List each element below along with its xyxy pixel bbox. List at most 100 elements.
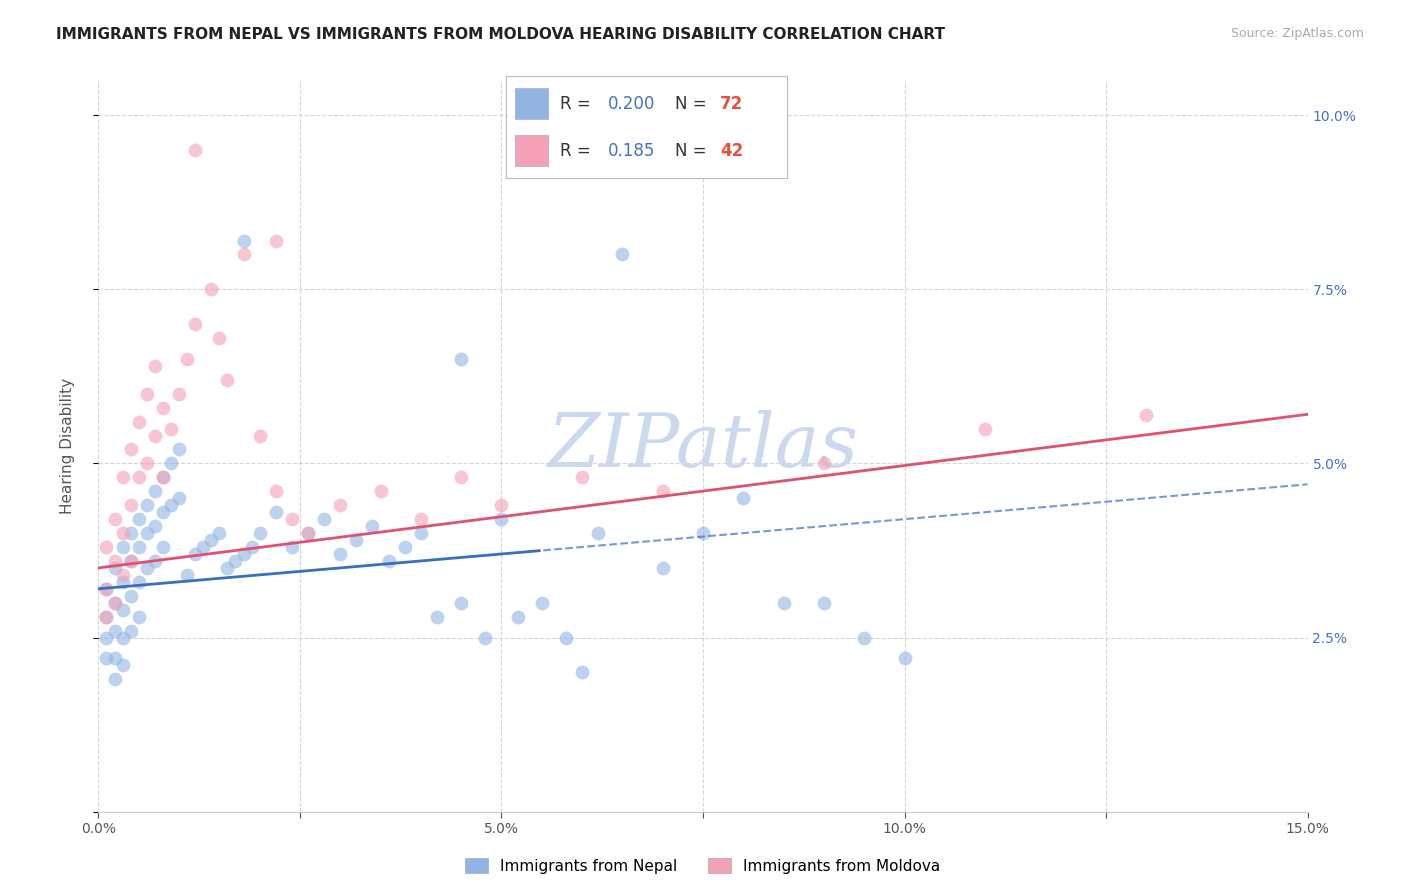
Text: 42: 42 (720, 142, 744, 160)
Point (96, 582, 118, 596)
Point (217, 561, 239, 575)
Point (135, 386, 157, 401)
Point (232, 234, 254, 248)
Point (329, 547, 352, 561)
Point (103, 554, 125, 568)
Point (344, 533, 367, 547)
Point (111, 470, 134, 484)
Point (297, 526, 319, 541)
Point (281, 540, 304, 554)
Point (128, 415, 150, 429)
Point (103, 673, 125, 687)
Point (893, 651, 915, 665)
Point (111, 603, 134, 617)
Point (120, 442, 142, 457)
Point (240, 540, 263, 554)
Point (111, 631, 134, 645)
Point (167, 491, 190, 506)
Point (377, 554, 399, 568)
Point (612, 247, 634, 261)
Point (111, 658, 134, 673)
Bar (515, 88, 548, 119)
Point (491, 498, 513, 512)
Point (314, 512, 336, 526)
Point (120, 624, 142, 638)
Point (184, 317, 207, 331)
Point (208, 331, 231, 345)
Point (135, 526, 157, 541)
Point (96, 582, 118, 596)
Point (506, 609, 529, 624)
Point (160, 421, 183, 435)
Point (450, 596, 472, 610)
Point (193, 540, 215, 554)
Point (361, 519, 384, 533)
Point (96, 651, 118, 665)
Point (96, 631, 118, 645)
Point (264, 234, 287, 248)
Point (96, 609, 118, 624)
Point (409, 512, 432, 526)
Point (530, 596, 553, 610)
Point (152, 470, 174, 484)
Point (813, 457, 835, 471)
Point (264, 484, 287, 499)
Point (281, 512, 304, 526)
Point (409, 526, 432, 541)
Point (586, 526, 609, 541)
Point (249, 526, 271, 541)
Point (1135, 408, 1157, 422)
Point (974, 421, 997, 435)
Point (232, 547, 254, 561)
Point (111, 574, 134, 589)
Point (450, 351, 472, 366)
Point (135, 561, 157, 575)
Point (813, 596, 835, 610)
Text: 0.185: 0.185 (607, 142, 655, 160)
Point (96, 540, 118, 554)
Point (176, 567, 198, 582)
Point (128, 540, 150, 554)
Point (111, 540, 134, 554)
Point (370, 484, 392, 499)
Point (167, 386, 190, 401)
Point (103, 624, 125, 638)
Point (232, 247, 254, 261)
Point (249, 428, 271, 442)
Text: Source: ZipAtlas.com: Source: ZipAtlas.com (1230, 27, 1364, 40)
Point (200, 282, 222, 296)
Point (103, 596, 125, 610)
Point (224, 554, 246, 568)
Point (152, 470, 174, 484)
Point (152, 401, 174, 415)
Text: ZIPatlas: ZIPatlas (547, 409, 859, 483)
Text: R =: R = (560, 142, 596, 160)
Point (208, 526, 231, 541)
Text: N =: N = (675, 142, 711, 160)
Point (128, 470, 150, 484)
Point (111, 567, 134, 582)
Point (571, 470, 593, 484)
Point (143, 428, 166, 442)
Bar (515, 136, 548, 166)
Point (692, 526, 714, 541)
Point (152, 505, 174, 519)
Point (128, 609, 150, 624)
Point (394, 540, 416, 554)
Point (143, 359, 166, 373)
Point (733, 491, 755, 506)
Point (184, 143, 207, 157)
Point (103, 512, 125, 526)
Point (651, 484, 673, 499)
Point (160, 498, 183, 512)
Text: N =: N = (675, 95, 711, 112)
Point (329, 498, 352, 512)
Point (128, 512, 150, 526)
Point (450, 470, 472, 484)
Point (120, 498, 142, 512)
Point (120, 526, 142, 541)
Text: R =: R = (560, 95, 596, 112)
Point (152, 540, 174, 554)
Point (143, 484, 166, 499)
Point (120, 554, 142, 568)
